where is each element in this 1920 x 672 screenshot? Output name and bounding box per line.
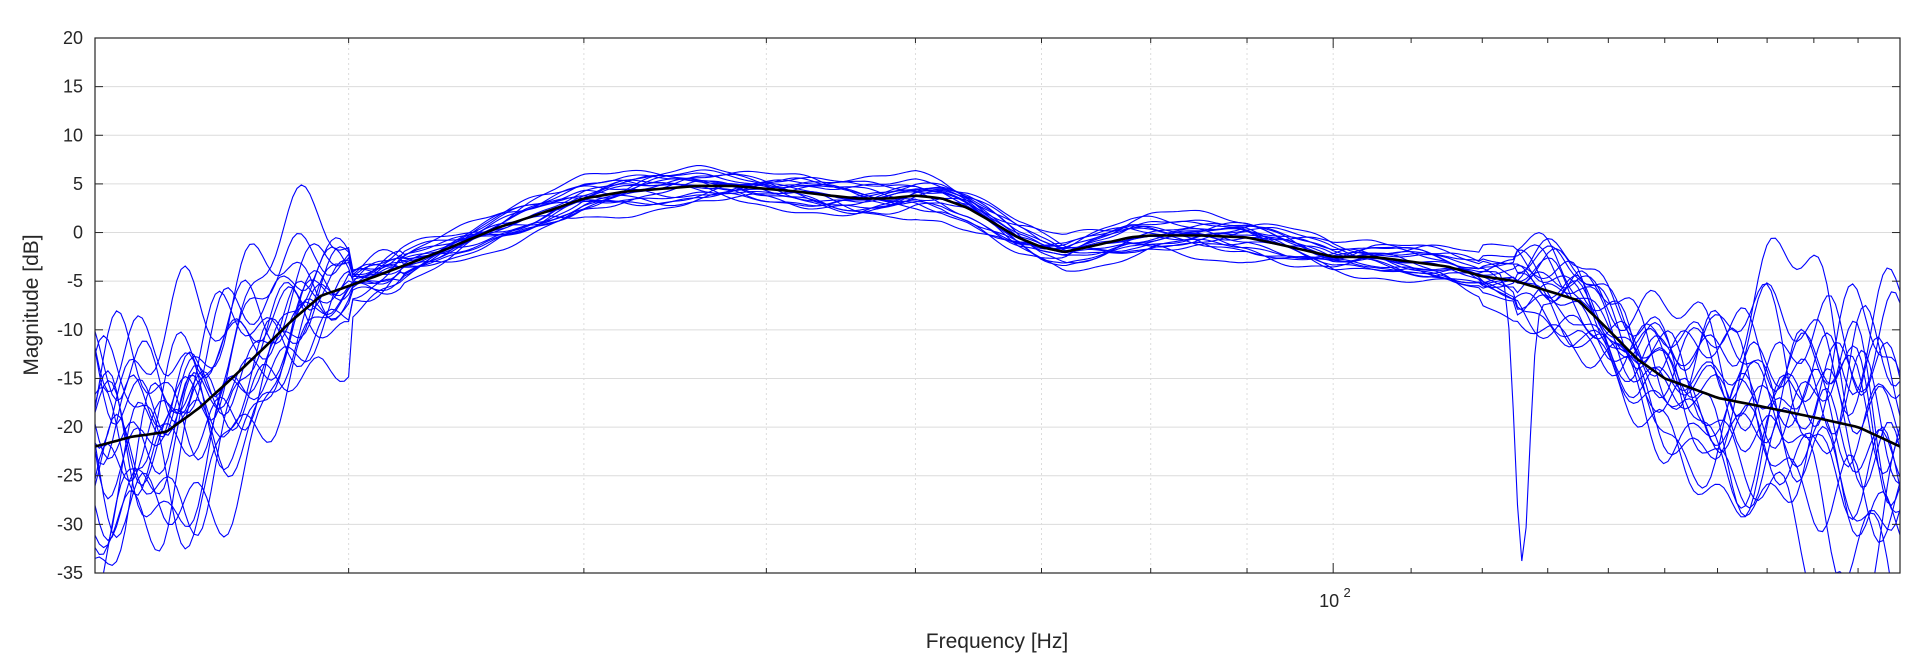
y-tick-label: -20: [57, 417, 83, 437]
y-axis: 20 15 10 5 0 -5 -10 -15 -20 -25 -30 -35: [57, 28, 1900, 583]
individual-series-line: [95, 178, 1900, 496]
mean-series-line: [95, 184, 1900, 448]
y-tick-label: -5: [67, 271, 83, 291]
y-tick-label: 15: [63, 77, 83, 97]
individual-series-line: [95, 190, 1900, 542]
plot-area-frame: [94, 37, 1901, 574]
individual-series-line: [95, 174, 1900, 550]
y-tick-label: -25: [57, 466, 83, 486]
y-tick-label: -15: [57, 368, 83, 388]
individual-series-line: [95, 179, 1900, 537]
y-tick-label: 20: [63, 28, 83, 48]
x-axis-label: Frequency [Hz]: [926, 630, 1068, 653]
y-axis-label: Magnitude [dB]: [20, 234, 43, 375]
individual-series-line: [95, 176, 1900, 555]
series-layer: [95, 165, 1900, 573]
plot-area-background: [95, 38, 1900, 573]
y-tick-label: 0: [73, 223, 83, 243]
x-tick-label-exponent: 2: [1344, 585, 1351, 600]
y-tick-label: -10: [57, 320, 83, 340]
y-tick-label: 5: [73, 174, 83, 194]
x-axis: 10 2: [348, 38, 1901, 611]
mean-series-layer: [95, 184, 1900, 448]
y-tick-label: -30: [57, 514, 83, 534]
individual-series-line: [95, 179, 1900, 543]
y-tick-label: 10: [63, 125, 83, 145]
x-tick-label: 10: [1319, 591, 1339, 611]
y-tick-label: -35: [57, 563, 83, 583]
